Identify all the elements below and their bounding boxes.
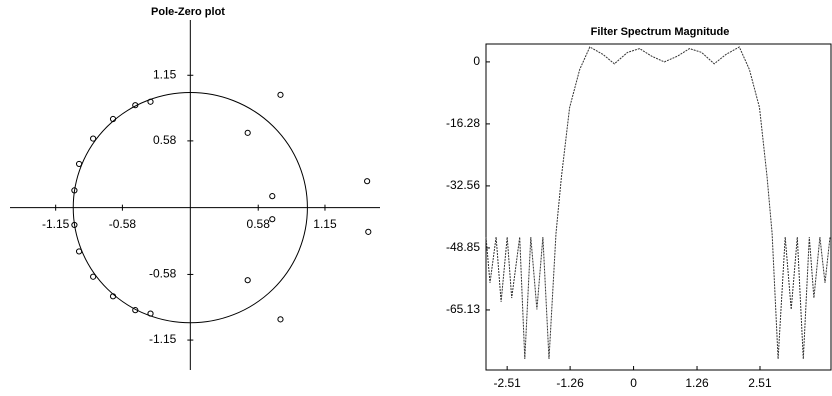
zero-marker (244, 277, 251, 284)
x-tick-label: 1.26 (685, 376, 709, 390)
x-tick-label: 0 (630, 376, 637, 390)
y-tick-label: -48.85 (446, 240, 480, 254)
zero-marker (244, 129, 251, 136)
y-tick-label: 1.15 (153, 67, 177, 81)
y-tick-label: -65.13 (446, 302, 480, 316)
zero-marker (75, 160, 83, 168)
x-tick-label: -0.58 (109, 217, 137, 231)
y-tick-label: -1.15 (149, 332, 177, 346)
x-tick-label: -1.26 (556, 376, 584, 390)
x-tick-label: -2.51 (493, 376, 521, 390)
zero-marker (277, 316, 284, 323)
zero-marker (90, 135, 97, 142)
zero-marker (71, 221, 78, 229)
zero-marker (132, 102, 139, 109)
y-tick-label: 0.58 (153, 133, 177, 147)
zero-marker (132, 307, 139, 314)
zero-marker (365, 228, 372, 235)
chart-title: Pole-Zero plot (151, 6, 225, 18)
y-tick-label: -0.58 (149, 267, 177, 281)
x-tick-label: 1.15 (313, 217, 337, 231)
zero-marker (147, 310, 154, 317)
x-tick-label: 2.51 (748, 376, 772, 390)
zero-marker (71, 187, 78, 194)
spectrum-line (485, 46, 831, 360)
zero-marker (109, 293, 117, 300)
zero-marker (364, 178, 371, 185)
zero-marker (75, 248, 83, 255)
zero-marker (269, 193, 276, 200)
y-tick-label: 0 (473, 54, 480, 68)
zero-marker (109, 115, 117, 123)
zero-marker (277, 91, 284, 98)
y-tick-label: -32.56 (446, 178, 480, 192)
y-tick-label: -16.28 (446, 116, 480, 130)
x-tick-label: 0.58 (247, 217, 271, 231)
unit-circle (72, 92, 308, 324)
x-tick-label: -1.15 (42, 217, 70, 231)
plot-frame (485, 43, 832, 371)
zero-marker (269, 216, 276, 223)
zero-marker (147, 98, 154, 105)
chart-title: Filter Spectrum Magnitude (591, 26, 730, 38)
zero-marker (90, 273, 97, 280)
